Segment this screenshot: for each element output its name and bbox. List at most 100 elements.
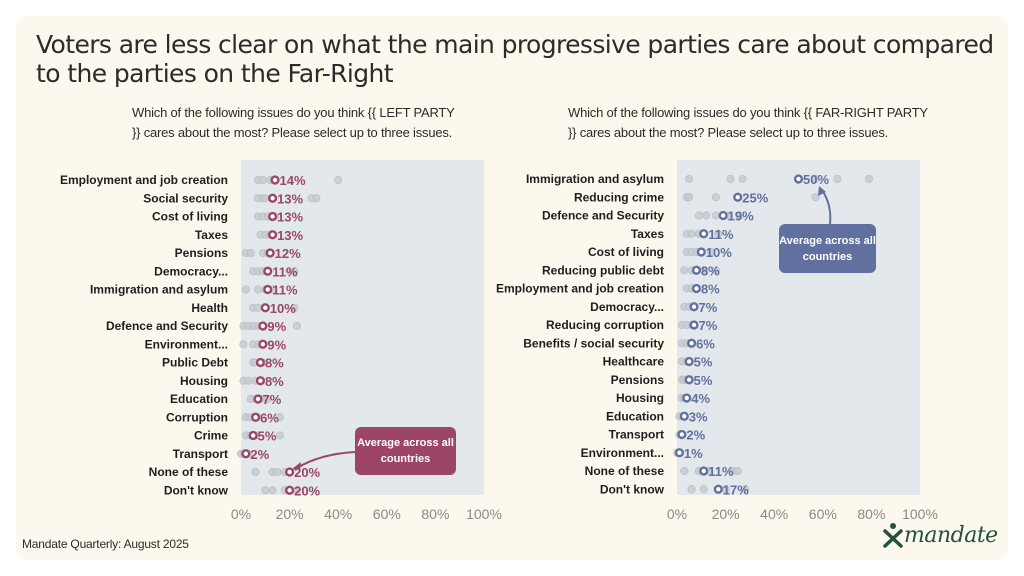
- page-title: Voters are less clear on what the main p…: [36, 30, 994, 88]
- right-country-dot: [811, 174, 820, 184]
- left-country-dot: [334, 175, 343, 185]
- right-data-label: 11%: [708, 464, 734, 479]
- left-data-label: 20%: [294, 465, 320, 480]
- right-average-dot: [674, 448, 685, 458]
- right-category-label: Reducing crime: [574, 190, 664, 204]
- right-data-label: 8%: [701, 282, 720, 297]
- right-average-dot: [679, 411, 689, 421]
- left-data-label: 13%: [277, 191, 303, 206]
- right-country-dot: [685, 193, 694, 202]
- left-country-dot: [263, 394, 272, 404]
- left-average-dot: [248, 430, 258, 441]
- right-x-tick-label: 20%: [712, 506, 740, 522]
- right-data-label: 1%: [684, 446, 703, 461]
- left-data-label: 12%: [275, 246, 301, 261]
- left-category-label: Immigration and asylum: [90, 283, 228, 297]
- left-average-dot: [255, 357, 266, 368]
- right-average-dot: [684, 356, 694, 367]
- right-country-dot: [680, 466, 689, 476]
- right-country-dot: [833, 174, 842, 184]
- left-category-label: Social security: [143, 191, 228, 205]
- right-category-label: Democracy...: [590, 300, 664, 314]
- left-data-label: 11%: [272, 264, 298, 279]
- left-x-tick-label: 60%: [373, 506, 401, 522]
- right-country-dot: [711, 266, 720, 275]
- right-data-label: 5%: [694, 355, 713, 370]
- right-country-dot: [711, 193, 720, 202]
- right-country-dot: [687, 485, 696, 494]
- person-x-icon: [883, 523, 903, 548]
- left-country-dot: [273, 467, 282, 477]
- left-category-label: Housing: [180, 374, 228, 388]
- left-average-dot: [267, 230, 278, 240]
- left-data-label: 8%: [265, 374, 284, 389]
- right-country-dot: [740, 485, 750, 494]
- left-country-dot: [261, 194, 270, 203]
- left-average-dot: [255, 376, 266, 386]
- right-data-label: 7%: [699, 300, 718, 315]
- left-average-dot: [250, 412, 261, 422]
- left-category-label: Cost of living: [152, 210, 228, 224]
- right-data-label: 50%: [803, 172, 829, 187]
- right-category-label: Pensions: [611, 373, 665, 387]
- left-country-dot: [290, 303, 299, 312]
- left-country-dot: [251, 467, 260, 477]
- right-average-dot: [696, 247, 706, 257]
- left-average-dot: [267, 193, 278, 203]
- right-average-dot: [677, 429, 687, 440]
- left-country-dot: [312, 194, 321, 203]
- left-category-label: Defence and Security: [106, 319, 228, 333]
- right-country-dot: [706, 247, 716, 257]
- left-average-dot: [267, 211, 278, 222]
- right-country-dot: [726, 174, 735, 184]
- right-country-dot: [736, 211, 745, 220]
- right-chart-question: Which of the following issues do you thi…: [568, 105, 928, 140]
- left-category-label: Health: [191, 301, 228, 315]
- right-country-dot: [864, 174, 874, 184]
- right-country-dot: [680, 266, 689, 275]
- right-category-label: Environment...: [581, 446, 664, 460]
- right-average-dot: [691, 283, 702, 294]
- left-data-label: 8%: [265, 356, 284, 371]
- left-country-dot: [268, 486, 277, 495]
- right-category-label: Employment and job creation: [496, 282, 664, 296]
- right-category-label: Immigration and asylum: [526, 172, 664, 186]
- left-chart-question: Which of the following issues do you thi…: [132, 105, 455, 140]
- right-category-label: Cost of living: [588, 245, 664, 259]
- right-country-dot: [699, 485, 708, 494]
- left-data-label: 2%: [250, 447, 269, 462]
- footer-source: Mandate Quarterly: August 2025: [22, 537, 189, 551]
- left-category-label: Education: [170, 392, 228, 406]
- right-country-dot: [711, 211, 720, 220]
- right-data-label: 4%: [691, 391, 710, 406]
- left-country-dot: [290, 267, 299, 276]
- right-x-tick-label: 100%: [902, 506, 938, 522]
- left-x-tick-label: 80%: [421, 506, 449, 522]
- left-category-label: None of these: [149, 465, 229, 479]
- left-x-tick-label: 40%: [324, 506, 352, 522]
- left-country-dot: [292, 321, 301, 331]
- right-country-dot: [687, 229, 696, 238]
- right-average-dot: [684, 375, 694, 385]
- left-average-dot: [258, 321, 268, 331]
- right-category-label: Reducing public debt: [542, 263, 664, 277]
- right-average-dot: [793, 174, 804, 184]
- right-country-dot: [714, 229, 723, 238]
- left-average-dot: [263, 266, 273, 276]
- mandate-logo: mandate: [882, 520, 998, 550]
- right-average-dot: [718, 210, 728, 221]
- right-country-dot: [733, 466, 742, 476]
- left-country-dot: [241, 285, 250, 294]
- left-data-label: 6%: [260, 410, 279, 425]
- left-callout-arrowhead: [292, 462, 301, 470]
- left-average-dot: [285, 467, 295, 477]
- left-average-dot: [253, 394, 263, 404]
- left-country-dot: [261, 486, 270, 495]
- right-data-label: 6%: [696, 336, 715, 351]
- left-category-label: Pensions: [175, 246, 229, 260]
- left-category-label: Corruption: [166, 410, 228, 424]
- right-x-tick-label: 0%: [667, 506, 687, 522]
- left-data-label: 7%: [263, 392, 282, 407]
- right-category-label: Benefits / social security: [523, 336, 664, 350]
- right-data-label: 2%: [686, 428, 705, 443]
